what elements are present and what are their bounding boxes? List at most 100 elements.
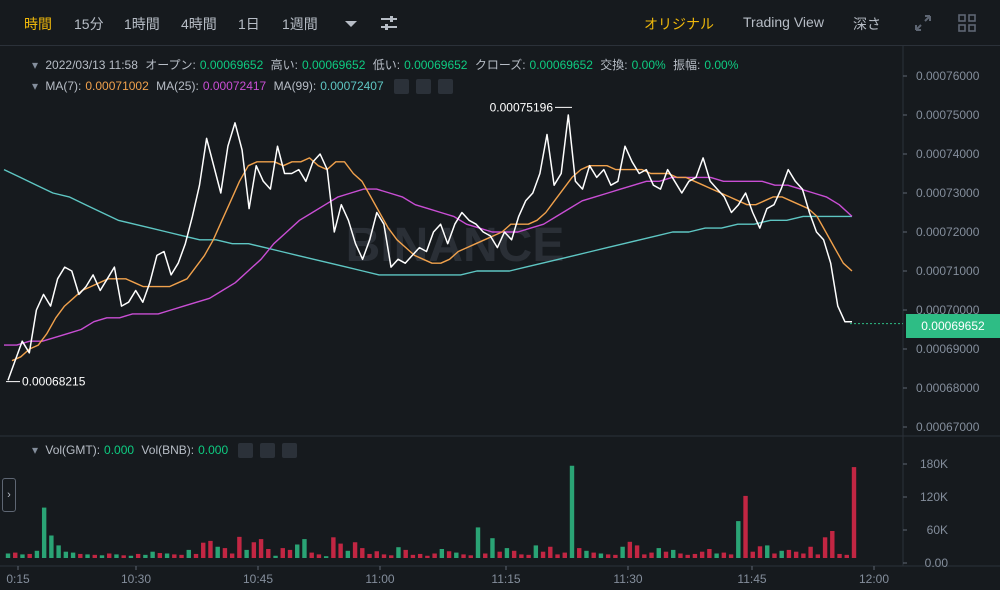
close-icon[interactable] — [282, 443, 298, 459]
volume-bar — [497, 551, 502, 558]
volume-bar — [577, 548, 582, 558]
vol-tick-label: 120K — [920, 490, 948, 504]
change-value: 0.00% — [631, 58, 666, 72]
volume-bar — [360, 548, 365, 558]
volume-bar — [323, 556, 329, 558]
eye-icon[interactable] — [238, 443, 254, 459]
expand-panel-chevron-icon[interactable]: › — [2, 478, 16, 512]
volume-bar — [765, 545, 770, 558]
view-original[interactable]: オリジナル — [644, 16, 714, 32]
y-tick-label: 0.00069000 — [916, 342, 980, 356]
settings-icon[interactable] — [260, 443, 276, 459]
volume-bar — [475, 527, 481, 558]
ma25-line — [4, 176, 853, 346]
close-label: クローズ: — [474, 58, 526, 72]
volume-bar — [598, 553, 604, 558]
volume-bar — [287, 549, 293, 558]
ma25-label: MA(25): — [156, 79, 199, 93]
volume-bar — [107, 553, 112, 558]
vol-gmt-label: Vol(GMT): — [45, 443, 101, 457]
volume-bar — [331, 537, 336, 558]
y-tick-label: 0.00074000 — [916, 147, 980, 161]
volume-bar — [591, 552, 596, 558]
watermark-text: BINANCE — [346, 219, 565, 272]
volume-bar — [815, 554, 821, 558]
volume-bar — [526, 554, 531, 558]
interval-1d[interactable]: 1日 — [238, 16, 260, 32]
ma99-value: 0.00072407 — [320, 79, 384, 93]
ma25-value: 0.00072417 — [202, 79, 267, 93]
volume-bar — [779, 550, 784, 558]
layout-grid-icon[interactable] — [956, 12, 978, 34]
current-price-tag: 0.00069652 — [906, 314, 1000, 338]
chevron-down-icon[interactable] — [340, 12, 362, 34]
eye-icon[interactable] — [394, 79, 409, 95]
volume-bar — [27, 553, 32, 558]
amplitude-value: 0.00% — [704, 58, 739, 72]
volume-bar — [403, 549, 408, 558]
view-depth[interactable]: 深さ — [853, 16, 881, 32]
volume-bar — [381, 554, 387, 558]
low-value: 0.00069652 — [404, 58, 468, 72]
interval-1h[interactable]: 1時間 — [124, 16, 160, 32]
volume-bar — [562, 552, 567, 558]
volume-bar — [316, 554, 322, 558]
volume-bar — [85, 554, 90, 558]
close-icon[interactable] — [438, 79, 453, 95]
volume-bar — [627, 541, 633, 558]
volume-bar — [721, 552, 727, 558]
volume-bar — [157, 553, 163, 558]
volume-bar — [504, 548, 510, 558]
y-tick-label: 0.00070000 — [916, 303, 980, 317]
volume-bar — [128, 555, 134, 558]
x-tick-label: 11:30 — [613, 572, 642, 586]
volume-bar — [222, 548, 228, 558]
volume-bar — [5, 553, 11, 558]
volume-bar — [396, 547, 401, 558]
volume-bar — [302, 539, 307, 558]
volume-bar — [41, 507, 47, 558]
volume-legend: ▾ Vol(GMT): 0.000 Vol(BNB): 0.000 — [32, 443, 301, 459]
min-price-label: 0.00068215 — [22, 375, 86, 389]
volume-bar — [389, 555, 394, 558]
volume-bar — [663, 551, 669, 558]
collapse-triangle-icon[interactable]: ▾ — [32, 79, 39, 93]
y-tick-label: 0.00073000 — [916, 186, 980, 200]
change-label: 交換: — [600, 58, 628, 72]
fullscreen-icon[interactable] — [912, 12, 934, 34]
volume-bar — [208, 540, 213, 558]
volume-bar — [634, 545, 640, 558]
view-tradingview[interactable]: Trading View — [743, 14, 824, 30]
volume-bar — [99, 555, 105, 558]
volume-bar — [215, 546, 220, 558]
volume-bar — [273, 555, 278, 558]
interval-hour[interactable]: 時間 — [24, 16, 52, 32]
interval-4h[interactable]: 4時間 — [181, 16, 217, 32]
volume-bar — [309, 552, 314, 558]
volume-bar — [367, 553, 372, 558]
volume-bar — [295, 544, 300, 558]
volume-bar — [468, 555, 473, 558]
settings-sliders-icon[interactable] — [378, 12, 400, 34]
volume-bar — [446, 551, 452, 558]
x-tick-label: 12:00 — [859, 572, 889, 586]
volume-bar — [511, 550, 517, 558]
volume-bar — [172, 554, 177, 558]
volume-bar — [613, 554, 618, 558]
collapse-triangle-icon[interactable]: ▾ — [32, 443, 39, 457]
volume-bar — [685, 554, 690, 558]
open-label: オープン: — [145, 58, 196, 72]
volume-bar — [750, 551, 755, 558]
volume-bar — [439, 549, 445, 558]
collapse-triangle-icon[interactable]: ▾ — [32, 58, 39, 72]
y-tick-label: 0.00076000 — [916, 69, 980, 83]
close-value: 0.00069652 — [529, 58, 593, 72]
volume-bar — [352, 542, 358, 558]
settings-icon[interactable] — [416, 79, 431, 95]
y-tick-label: 0.00071000 — [916, 264, 980, 278]
volume-bar — [338, 543, 343, 558]
x-tick-label: 11:15 — [491, 572, 520, 586]
interval-15m[interactable]: 15分 — [74, 16, 104, 32]
price-chart[interactable]: BINANCE 0.00076000 0.00075000 0.00074000 0.… — [0, 46, 1000, 590]
interval-1w[interactable]: 1週間 — [282, 16, 318, 32]
